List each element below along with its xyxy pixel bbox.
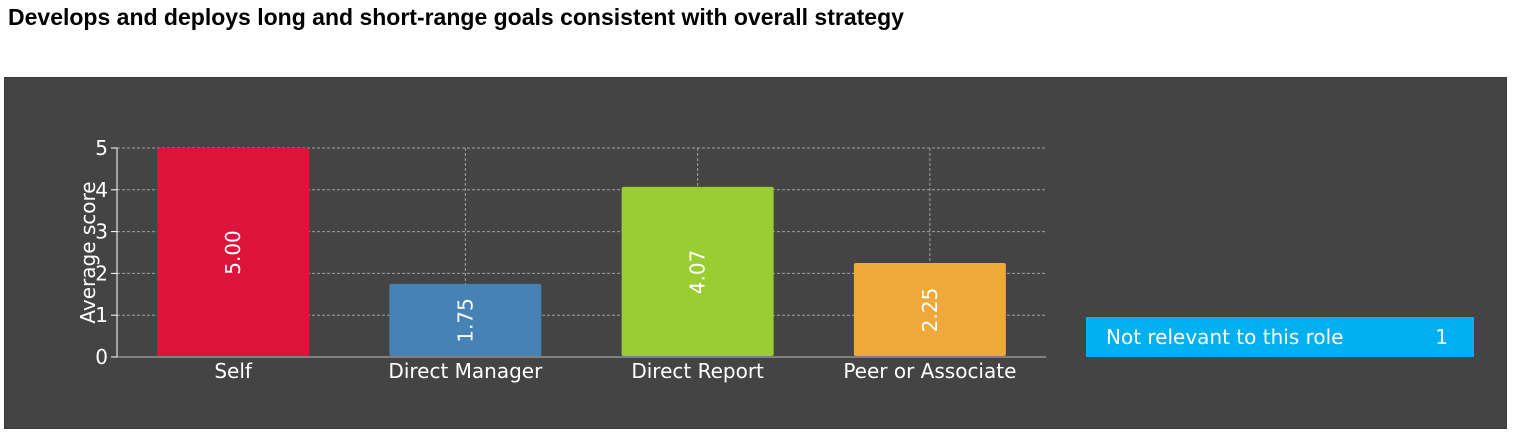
- x-tick-label: Direct Report: [631, 359, 764, 383]
- y-tick-label: 3: [95, 220, 108, 244]
- data-label: 5.00: [221, 230, 245, 275]
- chart-panel: 0 1 2 3 4 5 Average score 5.00 Self 1.75 Direct Ma…: [4, 77, 1507, 429]
- x-tick-label: Self: [214, 359, 253, 383]
- x-tick-label: Peer or Associate: [843, 359, 1016, 383]
- y-tick-label: 2: [95, 261, 108, 285]
- y-tick-label: 0: [95, 345, 108, 369]
- y-tick-label: 4: [95, 178, 108, 202]
- not-relevant-label: Not relevant to this role: [1106, 325, 1344, 349]
- y-axis-label: Average score: [76, 181, 100, 323]
- data-label: 1.75: [453, 298, 477, 343]
- bar-chart: 0 1 2 3 4 5 Average score 5.00 Self 1.75 Direct Ma…: [76, 136, 1046, 383]
- y-tick-label: 1: [95, 303, 108, 327]
- page-title: Develops and deploys long and short-rang…: [8, 4, 904, 30]
- not-relevant-count: 1: [1435, 325, 1448, 349]
- data-label: 2.25: [918, 288, 942, 333]
- not-relevant-box: Not relevant to this role 1: [1086, 317, 1474, 357]
- x-tick-label: Direct Manager: [388, 359, 543, 383]
- bar: [621, 186, 774, 356]
- bar: [853, 262, 1006, 356]
- bar: [389, 283, 542, 356]
- data-label: 4.07: [686, 250, 710, 295]
- y-tick-label: 5: [95, 136, 108, 160]
- bar: [157, 148, 310, 356]
